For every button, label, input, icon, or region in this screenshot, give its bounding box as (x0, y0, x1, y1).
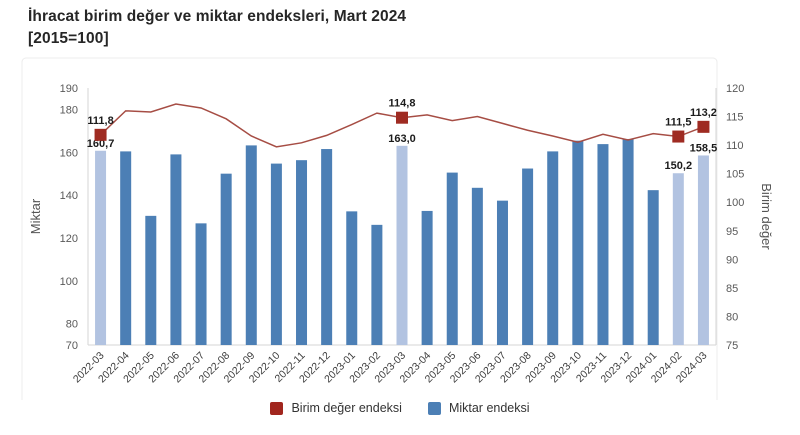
bar-2023-05[interactable] (446, 172, 458, 345)
bar-2022-11[interactable] (296, 160, 308, 345)
bar-2023-07[interactable] (496, 200, 508, 345)
legend-item-quantity[interactable]: Miktar endeksi (427, 401, 530, 415)
line-value-label: 111,8 (87, 115, 113, 127)
right-axis-tick: 80 (726, 311, 738, 323)
legend-swatch-quantity (427, 401, 441, 415)
chart-title-line2: [2015=100] (28, 30, 109, 47)
legend-item-unit-value[interactable]: Birim değer endeksi (270, 401, 402, 415)
right-axis-tick: 120 (726, 83, 744, 95)
marker-2024-02[interactable] (672, 130, 685, 143)
bar-2022-10[interactable] (270, 163, 282, 345)
left-axis-tick: 160 (60, 147, 78, 159)
bar-2022-12[interactable] (321, 149, 333, 345)
right-axis-tick: 85 (726, 283, 738, 295)
marker-2024-03[interactable] (697, 120, 710, 133)
bar-2022-04[interactable] (120, 151, 132, 345)
right-axis-tick: 115 (726, 112, 744, 124)
bar-2022-03[interactable] (95, 150, 107, 345)
bar-2023-03[interactable] (396, 145, 408, 345)
bar-2023-09[interactable] (547, 151, 559, 345)
right-axis-tick: 110 (726, 140, 744, 152)
left-axis-tick: 80 (66, 319, 78, 331)
left-axis-tick: 100 (60, 276, 78, 288)
right-axis-title: Birim değer (759, 183, 774, 250)
marker-2022-03[interactable] (94, 128, 107, 141)
left-axis-tick: 140 (60, 190, 78, 202)
line-value-label: 114,8 (389, 98, 416, 110)
combo-chart-svg: 190 180 160 140 120 100 80 70 120 115 110 105 100 95 9… (21, 57, 774, 400)
bar-2022-05[interactable] (145, 215, 157, 345)
bar-2022-06[interactable] (170, 154, 182, 345)
right-axis-tick: 90 (726, 254, 738, 266)
legend-swatch-unit-value (270, 401, 284, 415)
line-value-label: 113,2 (690, 107, 717, 119)
legend-label-unit-value: Birim değer endeksi (291, 401, 402, 415)
right-axis-tick: 95 (726, 226, 738, 238)
left-axis-tick: 190 (60, 83, 78, 95)
bar-2022-09[interactable] (245, 145, 257, 345)
bar-2022-08[interactable] (220, 173, 232, 345)
bar-2023-06[interactable] (471, 187, 483, 345)
chart-title-line1: İhracat birim değer ve miktar endeksleri… (28, 8, 407, 25)
right-axis-tick: 75 (726, 340, 738, 352)
bar-2023-01[interactable] (346, 211, 358, 345)
left-axis-title: Miktar (28, 198, 43, 234)
bar-2024-02[interactable] (672, 173, 684, 345)
right-axis-tick: 100 (726, 197, 744, 209)
legend-label-quantity: Miktar endeksi (448, 401, 530, 415)
bar-2023-04[interactable] (421, 210, 433, 345)
bar-2023-12[interactable] (622, 138, 634, 345)
left-axis-tick: 120 (60, 233, 78, 245)
bar-2023-08[interactable] (522, 168, 534, 345)
chart-frame (21, 57, 718, 400)
bar-value-label: 150,2 (665, 160, 693, 172)
bar-2024-03[interactable] (697, 155, 709, 345)
bar-2022-07[interactable] (195, 223, 207, 345)
bar-2023-11[interactable] (597, 144, 609, 345)
bar-2023-10[interactable] (572, 140, 584, 345)
bar-2024-01[interactable] (647, 190, 659, 345)
right-axis-tick: 105 (726, 169, 744, 181)
bar-value-label: 160,7 (87, 138, 115, 150)
marker-2023-03[interactable] (396, 111, 408, 124)
left-axis-tick: 180 (60, 104, 78, 116)
bar-value-label: 158,5 (690, 142, 718, 154)
bar-value-label: 163,0 (388, 133, 416, 145)
chart-title: İhracat birim değer ve miktar endeksleri… (28, 6, 406, 50)
line-value-label: 111,5 (665, 117, 691, 129)
chart-legend: Birim değer endeksi Miktar endeksi (0, 401, 800, 415)
left-axis-tick: 70 (66, 340, 78, 352)
bar-2023-02[interactable] (371, 224, 383, 345)
